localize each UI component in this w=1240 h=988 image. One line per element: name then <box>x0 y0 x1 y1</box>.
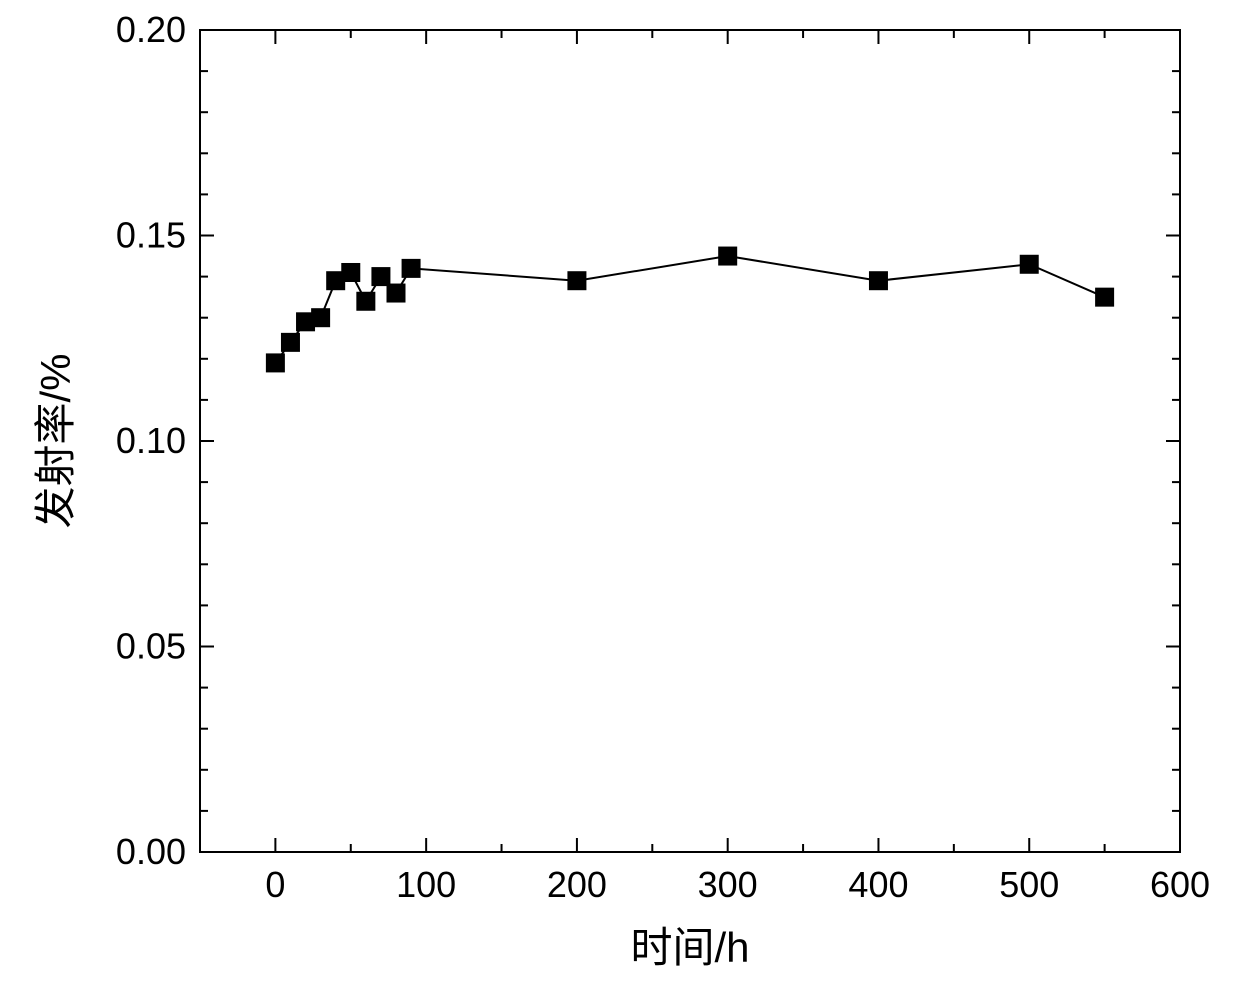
plot-frame <box>200 30 1180 852</box>
y-axis-label: 发射率/% <box>32 353 79 528</box>
data-point <box>402 259 420 277</box>
x-axis-label: 时间/h <box>630 924 749 971</box>
x-tick-label: 0 <box>265 864 285 905</box>
x-tick-label: 200 <box>547 864 607 905</box>
y-tick-label: 0.10 <box>116 420 186 461</box>
data-point <box>1020 255 1038 273</box>
x-tick-label: 100 <box>396 864 456 905</box>
data-point <box>1096 288 1114 306</box>
y-tick-label: 0.00 <box>116 831 186 872</box>
data-point <box>357 292 375 310</box>
data-point <box>342 263 360 281</box>
data-point <box>719 247 737 265</box>
x-tick-label: 600 <box>1150 864 1210 905</box>
x-tick-label: 500 <box>999 864 1059 905</box>
x-tick-label: 300 <box>698 864 758 905</box>
y-tick-label: 0.05 <box>116 626 186 667</box>
data-point <box>266 354 284 372</box>
series-line <box>275 256 1104 363</box>
data-point <box>312 309 330 327</box>
data-point <box>372 268 390 286</box>
chart-container: 0 100 200 300 400 500 600 0.00 0.05 0.10 0.15 0.20 时… <box>0 0 1240 988</box>
y-tick-label: 0.15 <box>116 215 186 256</box>
x-tick-label: 400 <box>848 864 908 905</box>
data-point <box>568 272 586 290</box>
emissivity-chart: 0 100 200 300 400 500 600 0.00 0.05 0.10 0.15 0.20 时… <box>0 0 1240 988</box>
y-tick-label: 0.20 <box>116 9 186 50</box>
data-point <box>869 272 887 290</box>
data-point <box>281 333 299 351</box>
data-point <box>387 284 405 302</box>
